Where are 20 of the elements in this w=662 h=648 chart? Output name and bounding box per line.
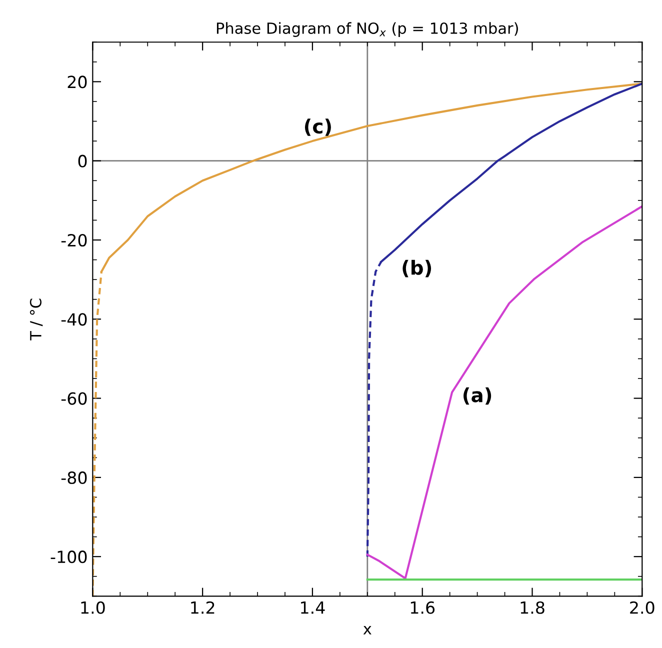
x-tick-label: 1.6 <box>410 601 435 614</box>
x-tick-label: 2.0 <box>630 601 654 614</box>
y-tick-label: -40 <box>61 313 87 326</box>
x-tick-label: 1.0 <box>81 601 105 614</box>
x-tick-label: 1.8 <box>520 601 544 614</box>
y-tick-label: -60 <box>61 392 87 405</box>
y-tick-label: 20 <box>68 76 87 88</box>
y-tick-label: 0 <box>78 154 87 168</box>
line-series <box>366 205 642 580</box>
x-axis-title: x <box>363 626 372 634</box>
x-tick-label: 1.2 <box>191 601 214 614</box>
annotation: (b) <box>402 260 432 278</box>
annotation: (a) <box>464 387 492 405</box>
y-axis-title: T / °C <box>30 298 43 340</box>
x-tick-label: 1.4 <box>301 602 325 614</box>
annotation: (c) <box>304 118 331 136</box>
chart-title: Phase Diagram of NO$_{x}$ (p = 1013 mbar) <box>216 22 518 37</box>
y-tick-label: -80 <box>61 471 87 484</box>
y-tick-label: -100 <box>50 550 87 564</box>
y-tick-label: -20 <box>61 234 87 247</box>
